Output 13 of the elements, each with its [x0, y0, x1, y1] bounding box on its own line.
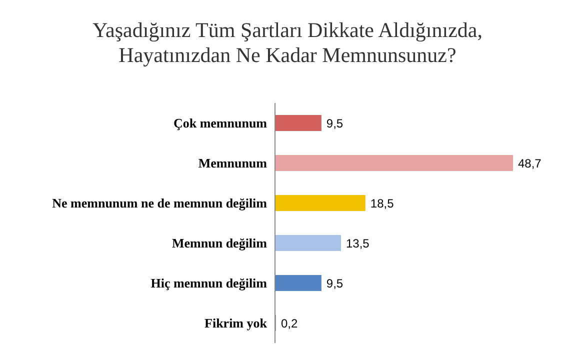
y-tick-label: Çok memnunum — [173, 116, 268, 131]
data-label: 48,7 — [518, 156, 542, 170]
y-tick-label: Hiç memnun değilim — [150, 276, 268, 291]
data-label: 9,5 — [326, 276, 344, 290]
chart-title: Yaşadığınız Tüm Şartları Dikkate Aldığınızda, Hayatınızdan Ne Kadar Memnunsunuz? — [91, 17, 484, 69]
y-tick-label: Fikrim yok — [204, 316, 268, 331]
data-label: 9,5 — [326, 116, 344, 130]
data-label: 13,5 — [346, 236, 370, 250]
y-tick-label: Memnunum — [198, 156, 268, 171]
y-tick-label: Memnun değilim — [172, 236, 268, 251]
y-tick-label: Ne memnunum ne de memnun değilim — [52, 196, 268, 211]
data-label: 0,2 — [280, 316, 298, 330]
data-label: 18,5 — [370, 196, 394, 210]
